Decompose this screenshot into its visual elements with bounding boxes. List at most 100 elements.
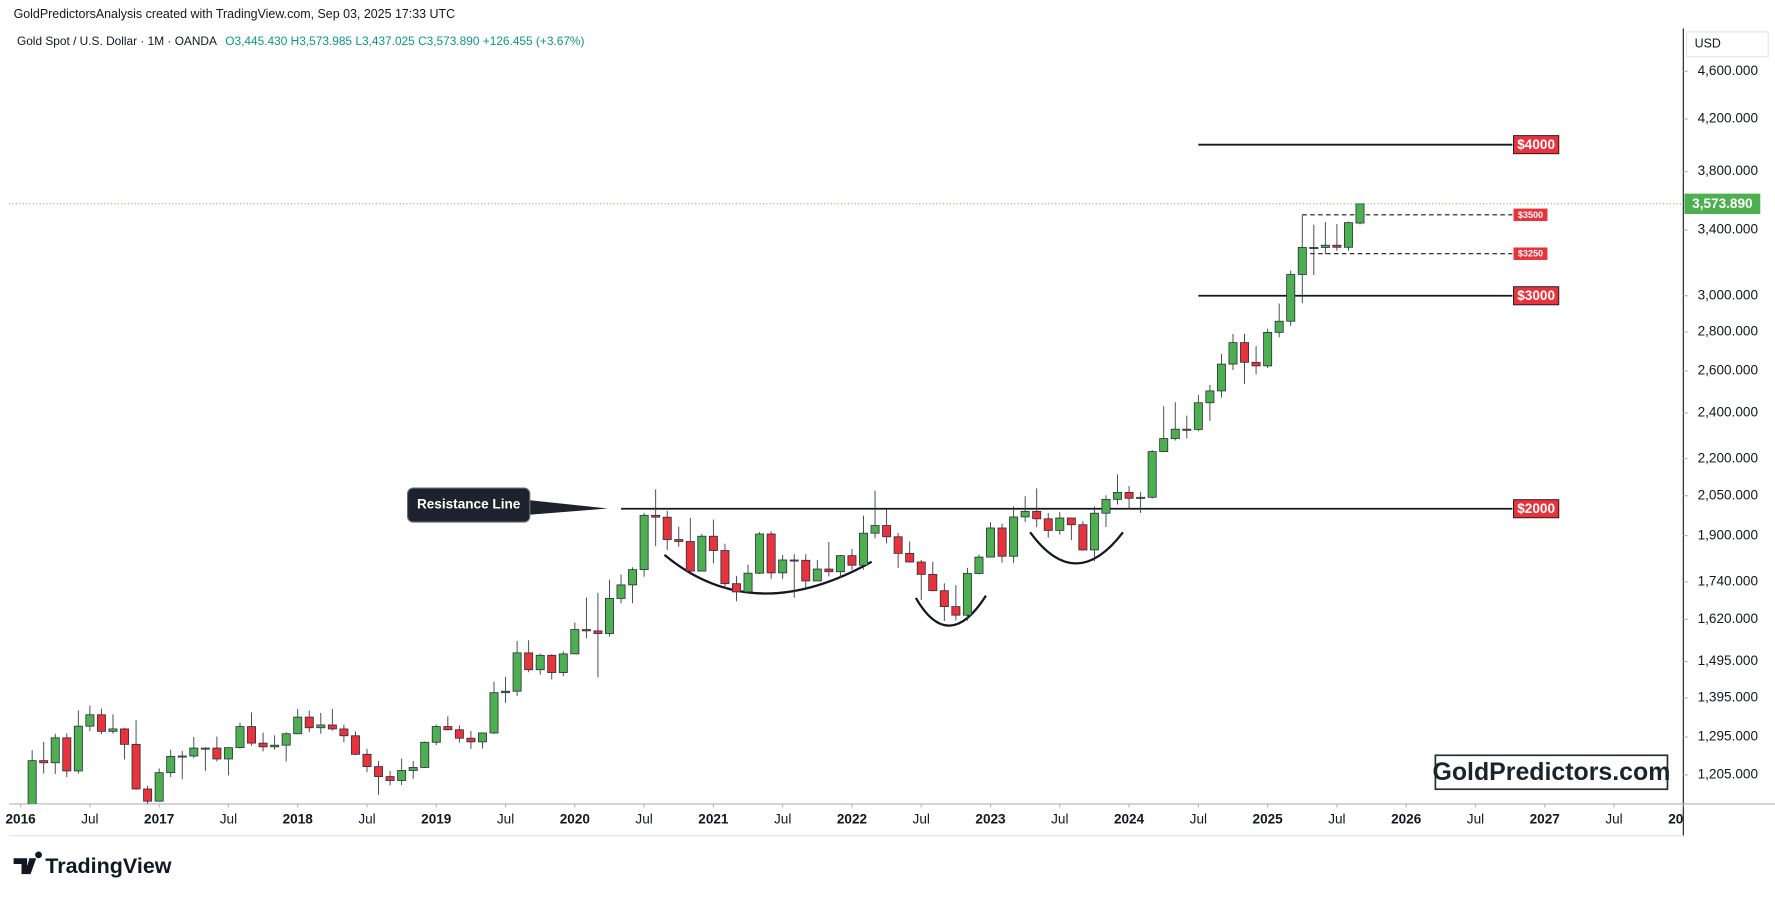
candle-body bbox=[962, 573, 972, 616]
x-tick-label: 2017 bbox=[144, 811, 174, 826]
candle-body bbox=[39, 760, 49, 764]
x-tick-label: 2016 bbox=[5, 811, 36, 826]
last-price-label: 3,573.890 bbox=[1692, 196, 1752, 211]
candle-body bbox=[408, 767, 418, 771]
candle-body bbox=[1089, 512, 1099, 551]
tv-logo: TradingView bbox=[13, 851, 172, 878]
candle-body bbox=[177, 755, 187, 758]
watermark-box bbox=[1434, 754, 1669, 791]
credit: GoldPredictorsAnalysis created with Trad… bbox=[14, 7, 456, 21]
x-tick-label: 2025 bbox=[1253, 811, 1284, 826]
candle-body bbox=[50, 737, 60, 764]
candle-body bbox=[651, 514, 661, 518]
candle-body bbox=[1240, 342, 1250, 363]
candle-body bbox=[882, 525, 892, 538]
x-tick-label: Jul bbox=[1190, 811, 1207, 826]
candle-body bbox=[431, 726, 441, 743]
candle-body bbox=[1147, 451, 1157, 498]
candle-body bbox=[374, 766, 384, 777]
candle-body bbox=[593, 630, 603, 634]
candle-body bbox=[905, 552, 915, 563]
candle-body bbox=[697, 535, 707, 572]
candle-body bbox=[1216, 363, 1226, 392]
candle-body bbox=[477, 732, 487, 743]
y-tick-label: 3,800.000 bbox=[1698, 163, 1759, 178]
candle-body bbox=[27, 760, 37, 804]
candle-body bbox=[986, 527, 995, 558]
candle-body bbox=[270, 744, 280, 748]
candle-body bbox=[108, 728, 118, 732]
currency: USD bbox=[1695, 37, 1721, 51]
x-tick-label: 2020 bbox=[560, 811, 590, 826]
candle-body bbox=[870, 525, 880, 534]
candle-body bbox=[223, 747, 233, 760]
candle-body bbox=[939, 590, 949, 607]
y-tick-label: 2,050.000 bbox=[1698, 487, 1759, 502]
candle-body bbox=[1251, 361, 1261, 367]
candle-body bbox=[1343, 222, 1353, 248]
currency-box[interactable] bbox=[1686, 31, 1769, 58]
y-tick-label: 1,395.000 bbox=[1698, 690, 1759, 705]
x-tick-label: 2021 bbox=[698, 811, 729, 826]
x-tick-label: Jul bbox=[358, 811, 375, 826]
x-tick-label: 2018 bbox=[283, 811, 314, 826]
candle-body bbox=[812, 568, 822, 582]
candle-body bbox=[1263, 331, 1273, 367]
y-tick-label: 1,205.000 bbox=[1698, 766, 1759, 781]
candle-body bbox=[893, 536, 903, 554]
candle-body bbox=[212, 747, 222, 760]
candle-body bbox=[420, 741, 430, 768]
y-tick-label: 1,900.000 bbox=[1698, 527, 1759, 542]
candle-body bbox=[835, 555, 845, 573]
candle-body bbox=[732, 583, 741, 593]
candle-body bbox=[166, 756, 176, 774]
candle-body bbox=[547, 654, 557, 673]
candle-body bbox=[1286, 274, 1296, 322]
candle-body bbox=[454, 729, 464, 739]
candle-body bbox=[824, 568, 834, 573]
level-label: $4000 bbox=[1517, 137, 1555, 152]
candle-body bbox=[293, 716, 303, 735]
y-tick-label: 2,800.000 bbox=[1698, 324, 1759, 339]
candle-body bbox=[766, 533, 776, 574]
y-tick-label: 2,200.000 bbox=[1698, 450, 1759, 465]
candle-body bbox=[339, 728, 349, 737]
candle-body bbox=[1066, 517, 1076, 526]
logo-mark bbox=[13, 851, 42, 875]
candle-body bbox=[928, 573, 938, 592]
candle-body bbox=[859, 532, 868, 566]
candle-body bbox=[200, 747, 210, 750]
candle-body bbox=[847, 555, 857, 566]
candle-body bbox=[1274, 320, 1284, 333]
last-price-box bbox=[1684, 193, 1761, 215]
candle-body bbox=[1043, 518, 1053, 531]
x-tick-label: Jul bbox=[81, 811, 98, 826]
y-tick-label: 3,400.000 bbox=[1698, 222, 1759, 237]
candle-body bbox=[1124, 492, 1134, 499]
x-tick-label: Jul bbox=[1467, 811, 1484, 826]
candle-body bbox=[916, 561, 926, 575]
candle-body bbox=[85, 714, 95, 727]
candle-body bbox=[397, 770, 407, 781]
candle-body bbox=[385, 776, 395, 781]
candle-body bbox=[62, 737, 72, 772]
logo-text: TradingView bbox=[45, 854, 172, 878]
candle-body bbox=[1193, 402, 1203, 430]
candle-body bbox=[304, 716, 314, 729]
level-label-box bbox=[1513, 135, 1560, 155]
level-label: $3000 bbox=[1517, 288, 1555, 303]
cup-curve bbox=[1029, 531, 1124, 565]
candle-body bbox=[1101, 498, 1111, 514]
cup-curve bbox=[914, 595, 987, 627]
candle-body bbox=[755, 533, 765, 574]
candle-body bbox=[281, 733, 291, 746]
y-tick-label: 2,600.000 bbox=[1698, 363, 1759, 378]
candle-body bbox=[1320, 244, 1330, 248]
ohlc: O3,445.430 H3,573.985 L3,437.025 C3,573.… bbox=[225, 34, 584, 48]
x-tick-label: Jul bbox=[220, 811, 237, 826]
candle-body bbox=[362, 753, 372, 768]
candle-body bbox=[1309, 247, 1319, 249]
candle-body bbox=[789, 559, 799, 562]
